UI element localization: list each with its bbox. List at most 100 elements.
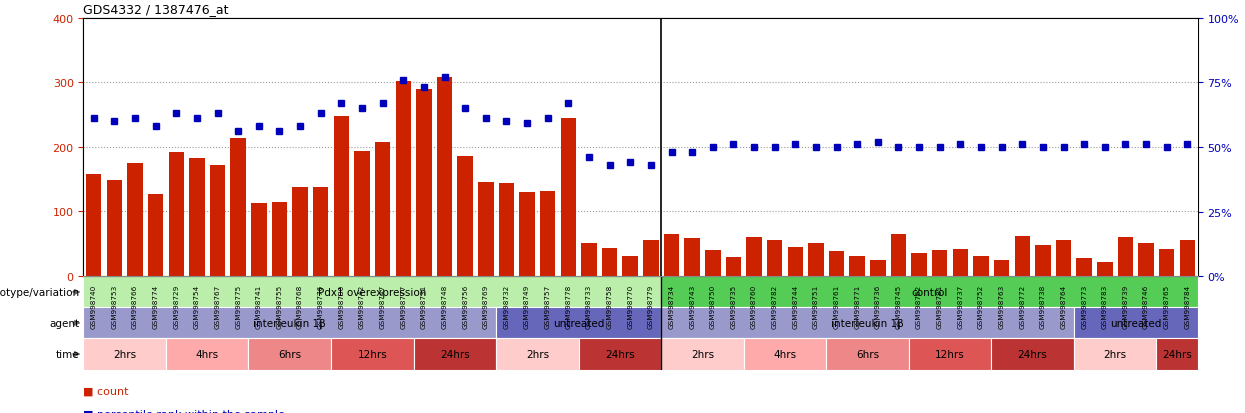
Bar bbox=[581, 244, 596, 276]
Bar bbox=[705, 250, 721, 276]
Bar bbox=[829, 252, 844, 276]
Bar bbox=[1138, 244, 1154, 276]
Text: untreated: untreated bbox=[553, 318, 604, 328]
Bar bbox=[413, 339, 496, 370]
Bar bbox=[251, 203, 266, 276]
Bar bbox=[1015, 236, 1030, 276]
Bar bbox=[496, 308, 661, 339]
Bar bbox=[86, 174, 102, 276]
Bar bbox=[933, 250, 947, 276]
Text: 4hrs: 4hrs bbox=[195, 349, 219, 359]
Bar bbox=[952, 249, 969, 276]
Text: 2hrs: 2hrs bbox=[525, 349, 549, 359]
Bar bbox=[148, 194, 163, 276]
Bar bbox=[664, 234, 680, 276]
Text: control: control bbox=[911, 287, 947, 297]
Bar bbox=[189, 158, 204, 276]
Text: 2hrs: 2hrs bbox=[691, 349, 715, 359]
Text: interleukin 1β: interleukin 1β bbox=[254, 318, 326, 328]
Bar bbox=[726, 257, 741, 276]
Bar bbox=[1077, 258, 1092, 276]
Bar bbox=[271, 202, 288, 276]
Bar bbox=[478, 182, 493, 276]
Text: 24hrs: 24hrs bbox=[1017, 349, 1047, 359]
Bar bbox=[560, 119, 576, 276]
Text: 6hrs: 6hrs bbox=[857, 349, 879, 359]
Bar bbox=[661, 277, 1198, 308]
Bar bbox=[1074, 308, 1198, 339]
Bar bbox=[991, 339, 1074, 370]
Bar bbox=[622, 257, 637, 276]
Bar bbox=[396, 82, 411, 276]
Bar bbox=[293, 188, 308, 276]
Text: 24hrs: 24hrs bbox=[605, 349, 635, 359]
Bar bbox=[83, 277, 661, 308]
Bar bbox=[601, 248, 618, 276]
Bar bbox=[127, 164, 143, 276]
Text: genotype/variation: genotype/variation bbox=[0, 287, 80, 297]
Text: 12hrs: 12hrs bbox=[357, 349, 387, 359]
Bar bbox=[767, 241, 782, 276]
Bar bbox=[1074, 339, 1157, 370]
Bar bbox=[1097, 262, 1113, 276]
Text: untreated: untreated bbox=[1111, 318, 1162, 328]
Text: 6hrs: 6hrs bbox=[278, 349, 301, 359]
Bar bbox=[909, 339, 991, 370]
Bar bbox=[210, 166, 225, 276]
Bar bbox=[166, 339, 249, 370]
Bar bbox=[1179, 241, 1195, 276]
Bar bbox=[994, 260, 1010, 276]
Text: 24hrs: 24hrs bbox=[439, 349, 469, 359]
Bar bbox=[107, 180, 122, 276]
Text: time: time bbox=[56, 349, 80, 359]
Bar bbox=[661, 339, 743, 370]
Text: ■ count: ■ count bbox=[83, 386, 129, 396]
Text: 4hrs: 4hrs bbox=[773, 349, 797, 359]
Bar bbox=[849, 257, 865, 276]
Bar bbox=[334, 116, 349, 276]
Bar bbox=[890, 234, 906, 276]
Bar bbox=[355, 152, 370, 276]
Bar bbox=[974, 257, 989, 276]
Text: 12hrs: 12hrs bbox=[935, 349, 965, 359]
Bar bbox=[375, 143, 391, 276]
Bar bbox=[870, 260, 885, 276]
Text: Pdx1 overexpression: Pdx1 overexpression bbox=[319, 287, 427, 297]
Bar bbox=[83, 339, 166, 370]
Bar bbox=[1118, 237, 1133, 276]
Text: 2hrs: 2hrs bbox=[113, 349, 136, 359]
Bar bbox=[457, 157, 473, 276]
Bar bbox=[1056, 241, 1071, 276]
Text: GDS4332 / 1387476_at: GDS4332 / 1387476_at bbox=[83, 3, 229, 16]
Text: interleukin 1β: interleukin 1β bbox=[832, 318, 904, 328]
Bar bbox=[1157, 339, 1198, 370]
Bar bbox=[911, 254, 926, 276]
Text: agent: agent bbox=[50, 318, 80, 328]
Bar bbox=[685, 239, 700, 276]
Bar bbox=[579, 339, 661, 370]
Bar bbox=[416, 90, 432, 276]
Bar bbox=[746, 237, 762, 276]
Bar bbox=[496, 339, 579, 370]
Bar bbox=[827, 339, 909, 370]
Bar bbox=[1159, 249, 1174, 276]
Bar bbox=[249, 339, 331, 370]
Bar bbox=[331, 339, 413, 370]
Bar bbox=[519, 192, 535, 276]
Bar bbox=[788, 247, 803, 276]
Text: ■ percentile rank within the sample: ■ percentile rank within the sample bbox=[83, 409, 285, 413]
Text: 24hrs: 24hrs bbox=[1162, 349, 1191, 359]
Bar bbox=[168, 153, 184, 276]
Bar bbox=[540, 192, 555, 276]
Bar bbox=[644, 240, 659, 276]
Bar bbox=[743, 339, 827, 370]
Bar bbox=[230, 139, 247, 276]
Bar bbox=[83, 276, 1198, 384]
Text: 2hrs: 2hrs bbox=[1103, 349, 1127, 359]
Bar bbox=[661, 308, 1074, 339]
Bar bbox=[499, 183, 514, 276]
Bar bbox=[1035, 246, 1051, 276]
Bar bbox=[437, 78, 452, 276]
Bar bbox=[808, 244, 824, 276]
Bar bbox=[83, 308, 496, 339]
